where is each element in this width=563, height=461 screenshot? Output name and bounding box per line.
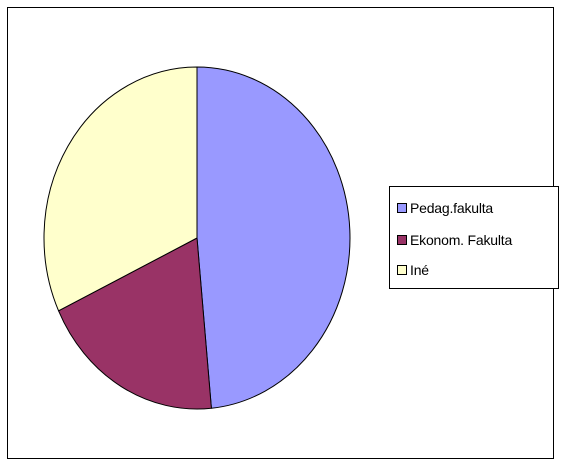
pie-slice-in: [43, 66, 198, 312]
legend-swatch-ekonom-fakulta: [397, 235, 407, 245]
legend-item-pedag-fakulta: Pedag.fakulta: [397, 199, 493, 217]
legend: Pedag.fakulta Ekonom. Fakulta Iné: [389, 186, 559, 289]
legend-swatch-ine: [397, 265, 407, 275]
pie-slice-pedag-fakulta: [196, 66, 351, 409]
legend-label-ine: Iné: [410, 262, 429, 278]
legend-label-pedag-fakulta: Pedag.fakulta: [410, 200, 494, 216]
pie-slice-ekonom-fakulta: [58, 237, 212, 410]
legend-swatch-pedag-fakulta: [397, 203, 407, 213]
pie-slices: [43, 66, 351, 410]
legend-item-ekonom-fakulta: Ekonom. Fakulta: [397, 231, 512, 249]
legend-item-ine: Iné: [397, 261, 429, 279]
legend-label-ekonom-fakulta: Ekonom. Fakulta: [410, 232, 513, 248]
